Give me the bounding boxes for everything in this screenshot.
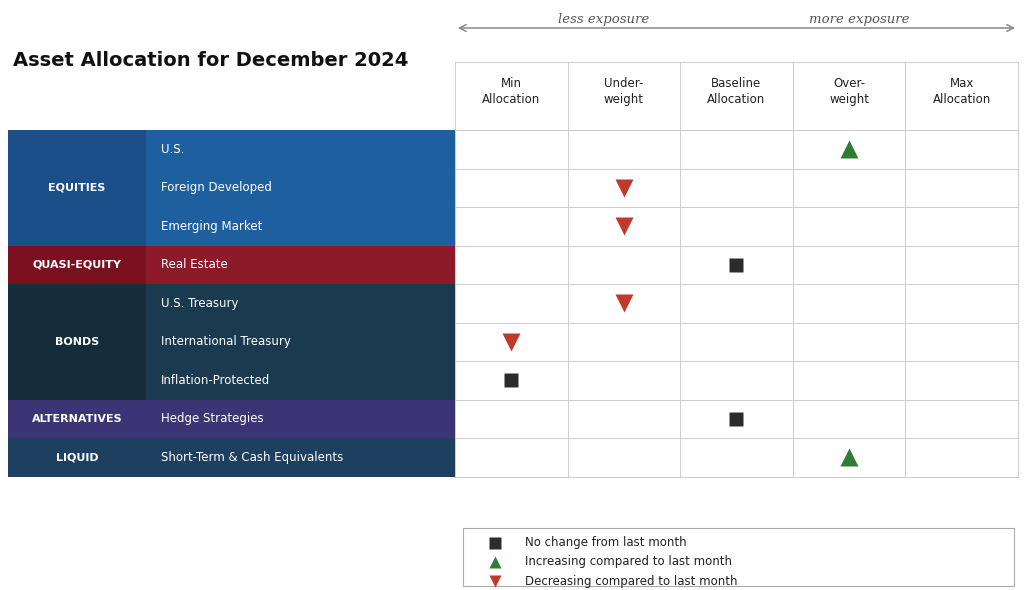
Text: Increasing compared to last month: Increasing compared to last month (525, 555, 732, 568)
Text: Max
Allocation: Max Allocation (933, 77, 991, 106)
Text: Min
Allocation: Min Allocation (482, 77, 540, 106)
Text: Over-
weight: Over- weight (829, 77, 869, 106)
Text: more exposure: more exposure (809, 13, 909, 26)
Bar (146, 169, 455, 207)
Bar (8, 438, 146, 477)
Bar (146, 323, 455, 361)
Bar (463, 528, 1014, 586)
Text: Foreign Developed: Foreign Developed (161, 181, 272, 194)
Bar (8, 399, 146, 438)
Text: Hedge Strategies: Hedge Strategies (161, 412, 263, 425)
Bar (146, 207, 455, 245)
Text: Under-
weight: Under- weight (604, 77, 644, 106)
Text: Real Estate: Real Estate (161, 258, 228, 271)
Bar (146, 284, 455, 323)
Text: LIQUID: LIQUID (55, 453, 98, 462)
Bar (146, 438, 455, 477)
Text: Inflation-Protected: Inflation-Protected (161, 373, 271, 387)
Text: U.S.: U.S. (161, 143, 184, 156)
Text: QUASI-EQUITY: QUASI-EQUITY (33, 260, 122, 270)
Text: U.S. Treasury: U.S. Treasury (161, 297, 239, 310)
Bar (8, 245, 146, 284)
Text: ALTERNATIVES: ALTERNATIVES (32, 414, 122, 424)
Bar (146, 245, 455, 284)
Text: Short-Term & Cash Equivalents: Short-Term & Cash Equivalents (161, 451, 343, 464)
Text: BONDS: BONDS (55, 337, 99, 347)
Bar (8, 284, 146, 399)
Text: International Treasury: International Treasury (161, 335, 291, 348)
Bar (146, 399, 455, 438)
Text: less exposure: less exposure (559, 13, 650, 26)
Bar (8, 130, 146, 245)
Text: Asset Allocation for December 2024: Asset Allocation for December 2024 (13, 51, 408, 70)
Text: Emerging Market: Emerging Market (161, 219, 262, 232)
Bar (146, 361, 455, 399)
Bar (146, 130, 455, 169)
Text: EQUITIES: EQUITIES (48, 183, 106, 193)
Text: Decreasing compared to last month: Decreasing compared to last month (525, 575, 738, 588)
Text: Baseline
Allocation: Baseline Allocation (707, 77, 766, 106)
Text: No change from last month: No change from last month (525, 536, 687, 549)
